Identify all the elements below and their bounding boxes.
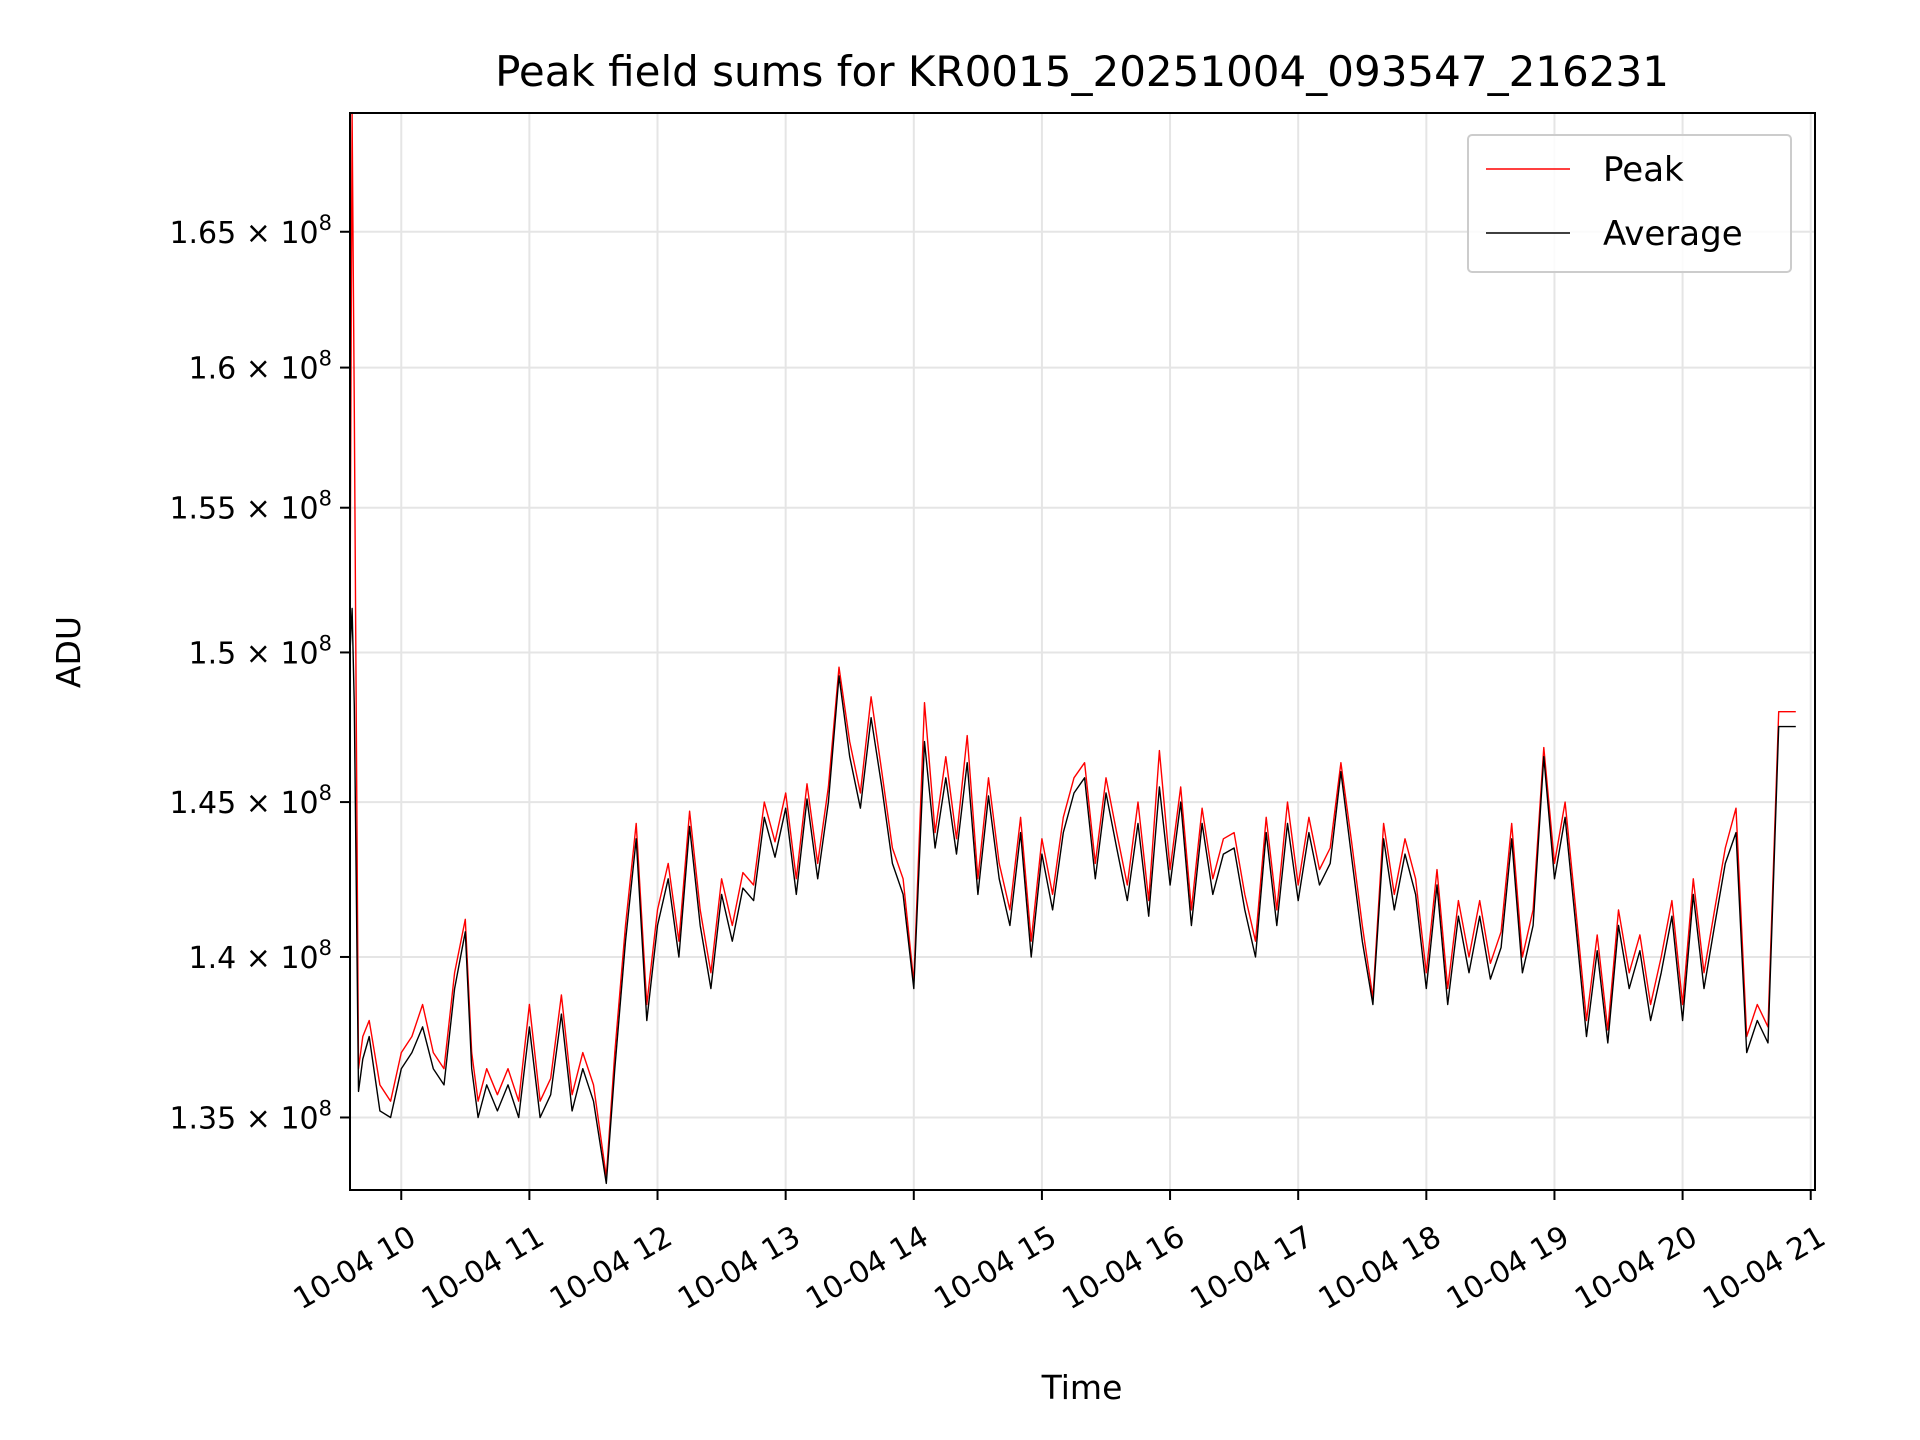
legend-label-average: Average (1603, 214, 1743, 254)
y-tick-label: 1.45 × 108 (169, 781, 332, 821)
plot-series (349, 112, 1796, 1185)
y-tick-label: 1.65 × 108 (169, 211, 332, 251)
chart-title: Peak field sums for KR0015_20251004_0935… (495, 47, 1669, 96)
legend-label-peak: Peak (1603, 150, 1684, 190)
series-line-average (349, 607, 1796, 1185)
y-tick-label: 1.55 × 108 (169, 487, 332, 527)
series-line-peak (349, 112, 1796, 1178)
x-axis-label: Time (1041, 1368, 1123, 1407)
y-tick-label: 1.35 × 108 (169, 1096, 332, 1136)
legend: Peak Average (1467, 134, 1792, 273)
y-axis-label: ADU (49, 616, 88, 688)
y-tick-label: 1.4 × 108 (189, 936, 332, 976)
y-tick-label: 1.6 × 108 (189, 347, 332, 387)
y-axis-ticks: 1.35 × 108 1.4 × 108 1.45 × 108 1.5 × 108 1.… (169, 211, 350, 1136)
y-tick-label: 1.5 × 108 (189, 631, 332, 671)
